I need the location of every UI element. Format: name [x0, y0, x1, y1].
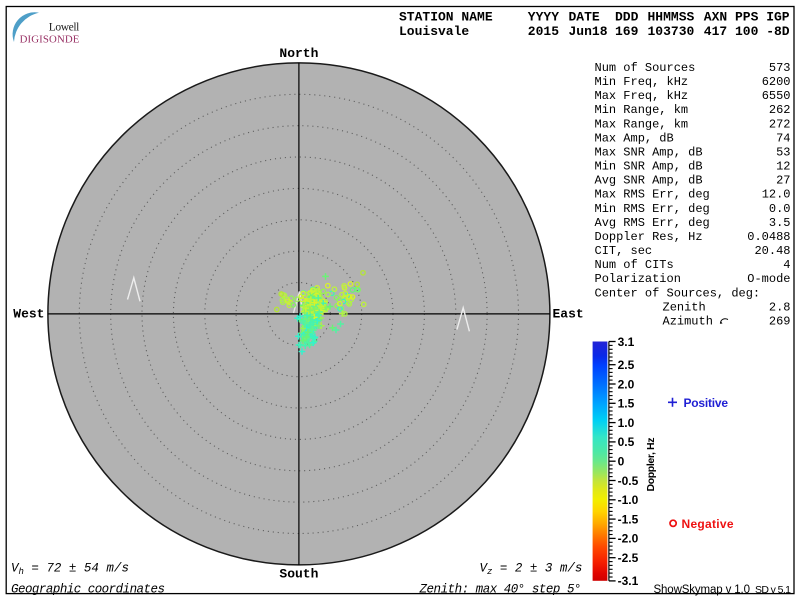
svg-text:103730: 103730 [648, 24, 695, 39]
svg-text:Avg RMS Err, deg: Avg RMS Err, deg [595, 216, 710, 230]
svg-text:6200: 6200 [762, 75, 791, 89]
svg-text:IGP: IGP [766, 9, 790, 24]
svg-text:-8D: -8D [766, 24, 790, 39]
svg-text:O-mode: O-mode [747, 272, 790, 286]
svg-text:-3.1: -3.1 [618, 574, 639, 588]
svg-text:-1.0: -1.0 [618, 493, 639, 507]
svg-text:573: 573 [769, 61, 791, 75]
svg-text:Min SNR Amp, dB: Min SNR Amp, dB [595, 160, 703, 174]
svg-text:53: 53 [776, 146, 790, 160]
svg-text:20.48: 20.48 [754, 244, 790, 258]
svg-text:0.0488: 0.0488 [747, 230, 790, 244]
svg-text:4: 4 [783, 258, 790, 272]
svg-text:Zenith: Zenith [663, 300, 706, 314]
svg-text:2015: 2015 [528, 24, 559, 39]
svg-text:272: 272 [769, 117, 791, 131]
svg-text:Negative: Negative [682, 517, 734, 531]
svg-text:-1.5: -1.5 [618, 512, 639, 526]
svg-text:Min Freq, kHz: Min Freq, kHz [595, 75, 689, 89]
svg-text:2.5: 2.5 [618, 358, 635, 372]
svg-text:-2.0: -2.0 [618, 532, 639, 546]
svg-text:Max RMS Err, deg: Max RMS Err, deg [595, 188, 710, 202]
svg-text:Positive: Positive [684, 396, 729, 410]
svg-text:SD v 5.1: SD v 5.1 [755, 584, 791, 596]
svg-text:0: 0 [618, 455, 625, 469]
svg-text:1.0: 1.0 [618, 416, 635, 430]
svg-text:6550: 6550 [762, 89, 791, 103]
svg-text:Geographic coordinates: Geographic coordinates [11, 582, 165, 596]
svg-text:Num of CITs: Num of CITs [595, 258, 674, 272]
svg-text:Vh = 72 ± 54 m/s: Vh = 72 ± 54 m/s [11, 562, 129, 578]
svg-text:0.5: 0.5 [618, 435, 635, 449]
svg-text:DATE: DATE [569, 9, 600, 24]
svg-text:Jun18: Jun18 [569, 24, 608, 39]
svg-text:North: North [279, 46, 318, 61]
svg-text:Lowell: Lowell [49, 22, 80, 34]
svg-text:DDD: DDD [615, 9, 639, 24]
svg-text:262: 262 [769, 103, 791, 117]
svg-text:100: 100 [735, 24, 759, 39]
svg-text:Louisvale: Louisvale [399, 24, 469, 39]
svg-text:East: East [553, 307, 584, 322]
svg-text:-2.5: -2.5 [618, 551, 639, 565]
svg-text:1.5: 1.5 [618, 397, 635, 411]
svg-text:Polarization: Polarization [595, 272, 681, 286]
svg-text:YYYY: YYYY [528, 9, 559, 24]
svg-text:PPS: PPS [735, 9, 759, 24]
svg-text:2.8: 2.8 [769, 300, 791, 314]
svg-text:STATION NAME: STATION NAME [399, 9, 493, 24]
svg-text:27: 27 [776, 174, 790, 188]
svg-text:269: 269 [769, 314, 791, 328]
svg-text:12.0: 12.0 [762, 188, 791, 202]
svg-text:74: 74 [776, 131, 790, 145]
svg-text:2.0: 2.0 [618, 377, 635, 391]
svg-text:Azimuth: Azimuth [663, 314, 713, 328]
svg-text:Max Range, km: Max Range, km [595, 117, 689, 131]
svg-text:417: 417 [704, 24, 727, 39]
svg-text:Min RMS Err, deg: Min RMS Err, deg [595, 202, 710, 216]
svg-text:Avg SNR Amp, dB: Avg SNR Amp, dB [595, 174, 703, 188]
svg-text:AXN: AXN [704, 9, 727, 24]
svg-text:0.0: 0.0 [769, 202, 791, 216]
svg-text:Max Freq, kHz: Max Freq, kHz [595, 89, 689, 103]
svg-text:Doppler, Hz: Doppler, Hz [645, 438, 657, 492]
svg-text:West: West [13, 307, 44, 322]
svg-text:Zenith: max 40° step 5°: Zenith: max 40° step 5° [419, 582, 582, 596]
svg-text:-0.5: -0.5 [618, 474, 639, 488]
svg-text:ShowSkymap v 1.0: ShowSkymap v 1.0 [654, 584, 751, 596]
svg-text:3.5: 3.5 [769, 216, 791, 230]
svg-text:HHMMSS: HHMMSS [648, 9, 695, 24]
svg-text:South: South [279, 566, 318, 581]
svg-text:Center of Sources, deg:: Center of Sources, deg: [595, 286, 761, 300]
svg-text:Doppler Res, Hz: Doppler Res, Hz [595, 230, 703, 244]
svg-text:Max Amp, dB: Max Amp, dB [595, 131, 674, 145]
svg-text:3.1: 3.1 [618, 335, 635, 349]
svg-text:Num of Sources: Num of Sources [595, 61, 696, 75]
svg-text:Vz = 2 ± 3 m/s: Vz = 2 ± 3 m/s [480, 562, 583, 578]
svg-text:Min Range, km: Min Range, km [595, 103, 689, 117]
svg-text:169: 169 [615, 24, 639, 39]
svg-text:Max SNR Amp, dB: Max SNR Amp, dB [595, 146, 703, 160]
svg-text:12: 12 [776, 160, 790, 174]
svg-text:CIT, sec: CIT, sec [595, 244, 653, 258]
svg-text:DIGISONDE: DIGISONDE [20, 33, 80, 45]
